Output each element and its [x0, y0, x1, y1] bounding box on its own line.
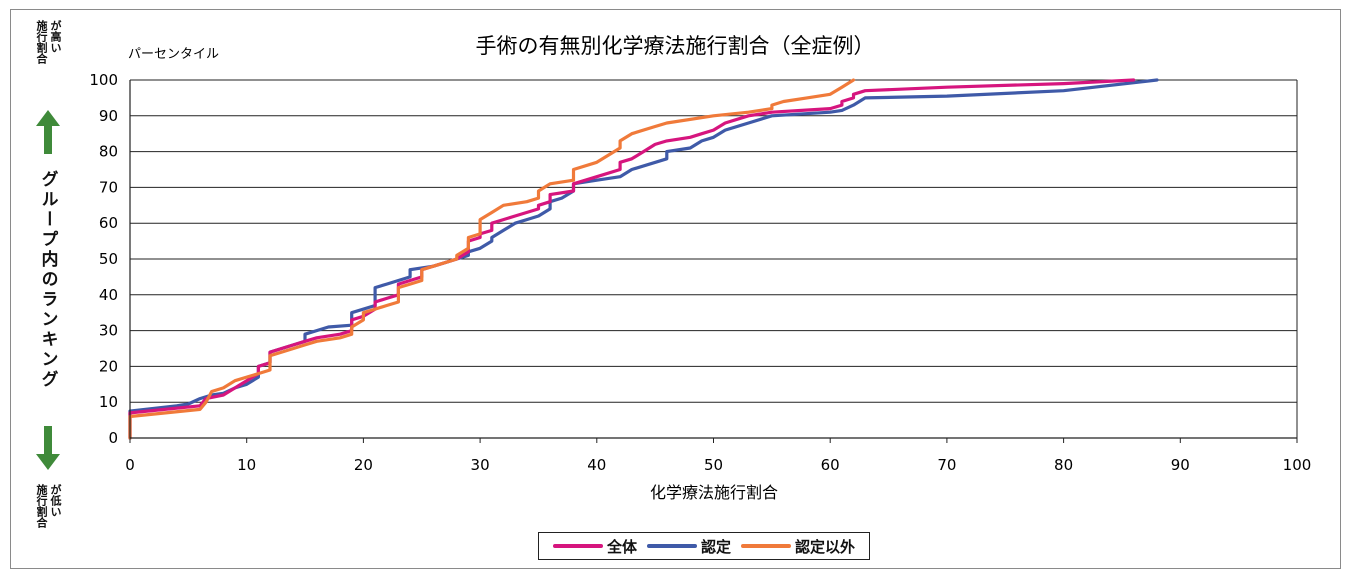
legend-item-non-certified: 認定以外 [741, 536, 855, 557]
y-tick-label-50: 50 [99, 250, 118, 268]
low-rate-text-a: 施行割合 [35, 484, 48, 528]
y-tick-label-100: 100 [89, 71, 118, 89]
legend-item-all: 全体 [552, 536, 637, 557]
chart-canvas: 手術の有無別化学療法施行割合（全症例） パーセンタイル 化学療法施行割合 0 10… [89, 34, 1311, 502]
y-tick-label-10: 10 [99, 393, 118, 411]
x-axis-label: 化学療法施行割合 [650, 483, 778, 502]
y-tick-label-80: 80 [99, 143, 118, 161]
legend: 全体 認定 認定以外 [538, 532, 870, 560]
y-tick-label-40: 40 [99, 286, 118, 304]
x-tick-label-30: 30 [471, 456, 490, 474]
x-tick-label-40: 40 [587, 456, 606, 474]
y-tick-label-0: 0 [108, 429, 118, 447]
legend-swatch-certified [646, 544, 697, 548]
low-rate-label: 施行割合が低い [14, 484, 82, 528]
high-rate-text-a: 施行割合 [35, 20, 48, 64]
legend-label-certified: 認定 [700, 537, 731, 556]
x-tick-label-20: 20 [354, 456, 373, 474]
series-lines [128, 78, 1159, 440]
x-tick-label-80: 80 [1054, 456, 1073, 474]
legend-label-non-certified: 認定以外 [795, 537, 856, 556]
high-rate-text-b: が高い [49, 20, 62, 53]
low-rate-text-b: が低い [49, 484, 62, 517]
y-tick-label-90: 90 [99, 107, 118, 125]
x-tick-label-90: 90 [1171, 456, 1190, 474]
arrow-up-icon [36, 110, 60, 154]
x-tick-label-50: 50 [704, 456, 723, 474]
tick-labels: 0 10 20 30 40 50 60 70 80 90 100 0 10 20 30 40 50 60 70 80 9… [89, 71, 1311, 474]
ranking-label: グループ内のランキング [37, 170, 58, 390]
series-line-non-certified [128, 78, 856, 440]
chart-title: 手術の有無別化学療法施行割合（全症例） [476, 34, 875, 58]
legend-swatch-non-certified [741, 544, 791, 548]
x-tick-label-70: 70 [937, 456, 956, 474]
y-axis-label: パーセンタイル [128, 47, 219, 62]
y-axis-ranking-guide: 施行割合が高い グループ内のランキング 施行割合が低い [14, 14, 82, 559]
legend-item-certified: 認定 [646, 536, 731, 557]
x-tick-label-0: 0 [125, 456, 135, 474]
x-tick-label-60: 60 [821, 456, 840, 474]
legend-label-all: 全体 [606, 537, 637, 556]
x-tick-label-100: 100 [1283, 456, 1312, 474]
y-tick-label-20: 20 [99, 357, 118, 375]
arrow-down-icon [36, 426, 60, 470]
x-tick-label-10: 10 [237, 456, 256, 474]
y-tick-label-30: 30 [99, 322, 118, 340]
y-tick-label-70: 70 [99, 178, 118, 196]
high-rate-label: 施行割合が高い [14, 20, 82, 64]
y-tick-label-60: 60 [99, 214, 118, 232]
axes [129, 80, 1298, 443]
legend-swatch-all [552, 544, 603, 548]
